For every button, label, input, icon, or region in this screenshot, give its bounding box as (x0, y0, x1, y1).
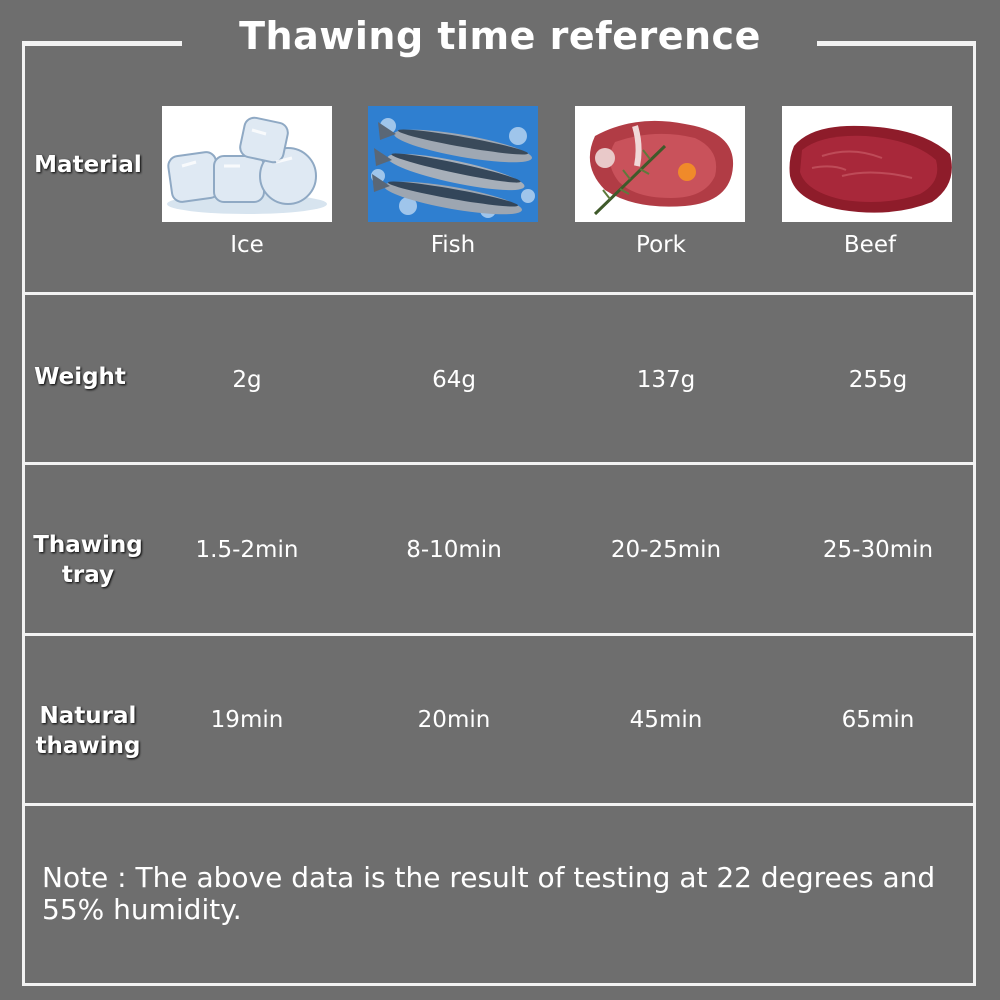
natural-time-ice: 19min (210, 707, 284, 733)
row-label-material: Material (34, 152, 142, 178)
weight-beef: 255g (848, 367, 908, 393)
footnote: Note : The above data is the result of t… (42, 861, 936, 926)
beef-steak-photo (782, 106, 952, 222)
row-divider (22, 633, 976, 636)
tray-time-fish: 8-10min (406, 537, 502, 563)
page-title: Thawing time reference (239, 14, 761, 58)
weight-ice: 2g (232, 367, 262, 393)
natural-time-fish: 20min (417, 707, 491, 733)
natural-time-pork: 45min (629, 707, 703, 733)
row-label-line: tray (61, 562, 115, 588)
material-name-beef: Beef (843, 232, 897, 258)
row-label-line: Natural (39, 703, 137, 729)
tray-time-ice: 1.5-2min (195, 537, 299, 563)
title-line-right (817, 41, 976, 46)
natural-time-beef: 65min (841, 707, 915, 733)
row-divider (22, 803, 976, 806)
row-divider (22, 462, 976, 465)
row-label-natural-thawing: Natural thawing (24, 701, 152, 761)
material-name-fish: Fish (430, 232, 476, 258)
ice-cubes-photo (162, 106, 332, 222)
weight-pork: 137g (636, 367, 696, 393)
table-frame (22, 43, 976, 986)
row-divider (22, 292, 976, 295)
material-name-pork: Pork (636, 232, 686, 258)
title-line-left (22, 41, 182, 46)
material-name-ice: Ice (230, 232, 264, 258)
tray-time-pork: 20-25min (610, 537, 722, 563)
pork-chop-photo (575, 106, 745, 222)
row-label-line: thawing (35, 733, 141, 759)
row-label-weight: Weight (34, 364, 126, 390)
weight-fish: 64g (432, 367, 476, 393)
row-label-thawing-tray: Thawing tray (24, 530, 152, 590)
mackerel-on-ice-photo (368, 106, 538, 222)
row-label-line: Thawing (33, 532, 143, 558)
tray-time-beef: 25-30min (822, 537, 934, 563)
